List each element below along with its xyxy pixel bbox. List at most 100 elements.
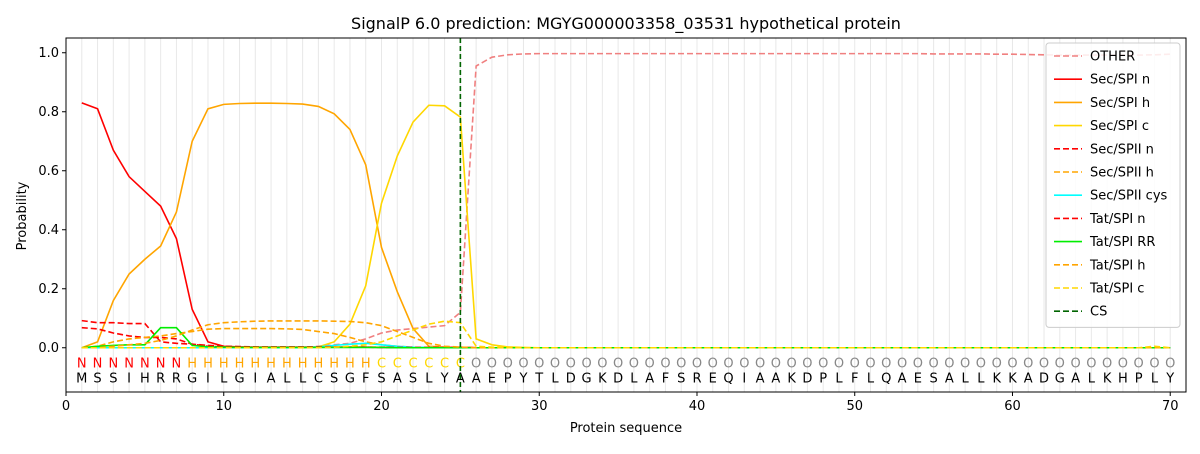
- region-label: O: [660, 357, 670, 372]
- residue-label: T: [534, 371, 543, 386]
- region-label: N: [124, 357, 134, 372]
- region-label: N: [172, 357, 182, 372]
- residue-label: P: [1135, 371, 1143, 386]
- residue-label: C: [314, 371, 323, 386]
- residue-label: Y: [440, 371, 449, 386]
- region-label: O: [1118, 357, 1128, 372]
- residue-label: S: [377, 371, 385, 386]
- y-axis-ticks: 0.0 0.2 0.4 0.6 0.8 1.0: [38, 46, 66, 356]
- region-label: O: [503, 357, 513, 372]
- residue-label: E: [709, 371, 717, 386]
- x-tick-label: 60: [1004, 399, 1021, 414]
- region-label: O: [787, 357, 797, 372]
- region-label: O: [692, 357, 702, 372]
- region-label: O: [976, 357, 986, 372]
- region-label: H: [187, 357, 197, 372]
- residue-label: L: [551, 371, 559, 386]
- region-label: C: [440, 357, 449, 372]
- residue-label: L: [283, 371, 291, 386]
- region-label: O: [1007, 357, 1017, 372]
- legend-label: Sec/SPII n: [1090, 142, 1154, 157]
- legend-label: Sec/SPII cys: [1090, 189, 1168, 204]
- y-axis-label: Probability: [15, 181, 30, 250]
- region-label: O: [1134, 357, 1144, 372]
- region-label: H: [203, 357, 213, 372]
- legend-label: Tat/SPI c: [1089, 282, 1144, 297]
- region-label: N: [108, 357, 118, 372]
- legend-label: Sec/SPI h: [1090, 96, 1150, 111]
- residue-label: P: [504, 371, 512, 386]
- residue-label: S: [409, 371, 417, 386]
- region-label: H: [250, 357, 260, 372]
- legend-label: Tat/SPI RR: [1089, 235, 1155, 250]
- series-line-sec-spii-h: [81, 327, 1171, 349]
- residue-label: S: [93, 371, 101, 386]
- residue-label: A: [771, 371, 780, 386]
- residue-label: E: [488, 371, 496, 386]
- region-label: O: [487, 357, 497, 372]
- residue-label: L: [977, 371, 985, 386]
- region-label: O: [928, 357, 938, 372]
- residue-label: L: [962, 371, 970, 386]
- residue-label: S: [109, 371, 117, 386]
- residue-label: D: [1039, 371, 1049, 386]
- residue-label: G: [345, 371, 355, 386]
- region-label: C: [409, 357, 418, 372]
- residue-label: A: [1071, 371, 1080, 386]
- residue-label: K: [787, 371, 796, 386]
- residue-label: A: [1024, 371, 1033, 386]
- grid-lines: [81, 38, 1171, 392]
- region-label: C: [377, 357, 386, 372]
- region-label: O: [834, 357, 844, 372]
- region-label: C: [456, 357, 465, 372]
- region-label: O: [881, 357, 891, 372]
- region-label: H: [266, 357, 276, 372]
- residue-label: A: [393, 371, 402, 386]
- region-label: O: [1070, 357, 1080, 372]
- region-label: O: [1055, 357, 1065, 372]
- residue-label: Y: [1165, 371, 1174, 386]
- residue-label: G: [234, 371, 244, 386]
- region-label: O: [629, 357, 639, 372]
- residue-label: L: [1151, 371, 1159, 386]
- residue-label: D: [802, 371, 812, 386]
- region-label: O: [944, 357, 954, 372]
- region-label: O: [1086, 357, 1096, 372]
- region-label: H: [329, 357, 339, 372]
- region-label: O: [739, 357, 749, 372]
- region-label: H: [235, 357, 245, 372]
- region-label: O: [913, 357, 923, 372]
- region-label: C: [424, 357, 433, 372]
- residue-label: S: [330, 371, 338, 386]
- region-label: O: [850, 357, 860, 372]
- region-label: O: [550, 357, 560, 372]
- legend-label: CS: [1090, 305, 1107, 320]
- x-axis-label: Protein sequence: [570, 421, 682, 436]
- residue-label: D: [613, 371, 623, 386]
- legend-label: Sec/SPII h: [1090, 166, 1154, 181]
- y-tick-label: 0.2: [38, 282, 59, 297]
- residue-label: S: [677, 371, 685, 386]
- residue-label: K: [1008, 371, 1017, 386]
- region-label: O: [534, 357, 544, 372]
- series-line-sec-spi-c: [81, 104, 1171, 349]
- sequence-labels: MSSIHRRGILGIALLCSGFSASLYAAEPYTLDGKDLAFSR…: [76, 371, 1174, 386]
- series-line-tat-spi-h: [81, 320, 1171, 349]
- region-label: O: [1149, 357, 1159, 372]
- region-label: N: [140, 357, 150, 372]
- residue-label: R: [156, 371, 165, 386]
- series-line-sec-spi-h: [81, 102, 1171, 349]
- region-label: O: [818, 357, 828, 372]
- residue-label: I: [742, 371, 746, 386]
- series-line-other: [81, 52, 1171, 349]
- residue-label: M: [76, 371, 87, 386]
- region-label: O: [1023, 357, 1033, 372]
- residue-label: E: [914, 371, 922, 386]
- region-label: H: [361, 357, 371, 372]
- residue-label: H: [140, 371, 150, 386]
- x-tick-label: 50: [846, 399, 863, 414]
- series-line-sec-spii-n: [81, 326, 1171, 349]
- region-label: N: [156, 357, 166, 372]
